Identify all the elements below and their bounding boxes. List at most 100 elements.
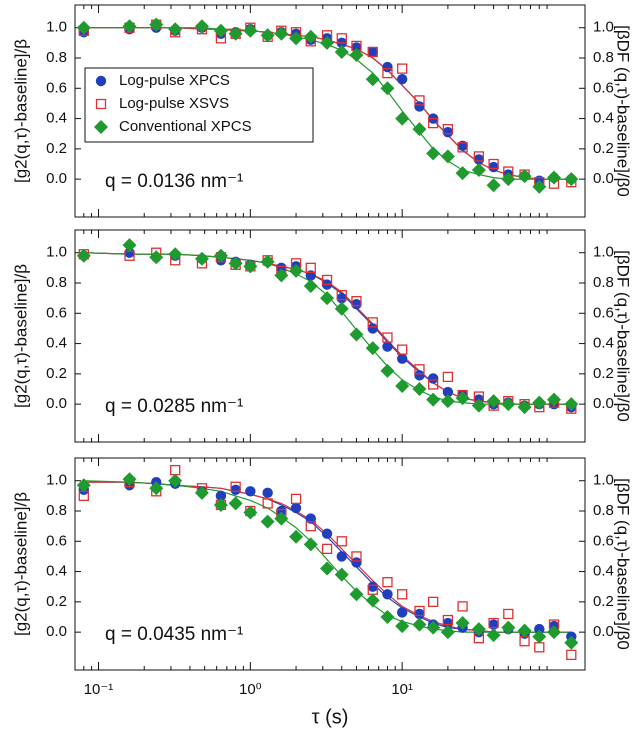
y2-axis-label: [βDF (q,τ)-baseline]/β0 (614, 250, 633, 422)
point (245, 486, 256, 497)
point (243, 505, 258, 520)
point (95, 75, 107, 87)
point (532, 395, 547, 410)
point (228, 26, 243, 41)
y-tick-label: 0.0 (46, 395, 67, 412)
point (414, 605, 425, 617)
point (243, 23, 258, 38)
point (262, 487, 273, 499)
point (471, 398, 486, 413)
point (262, 498, 273, 509)
y2-tick-label: 0.0 (593, 170, 614, 187)
annotation: q = 0.0435 nm⁻¹ (105, 624, 243, 645)
y2-tick-label: 0.8 (593, 49, 614, 66)
point (380, 610, 395, 624)
point (488, 161, 499, 173)
y-tick-label: 0.2 (46, 365, 67, 382)
point (382, 577, 393, 588)
y2-tick-label: 0.2 (593, 365, 614, 382)
x-tick-label: 10⁰ (239, 681, 262, 698)
point (414, 364, 425, 375)
point (397, 344, 408, 355)
point (320, 35, 335, 50)
point (442, 617, 454, 629)
point (547, 170, 562, 185)
point (168, 247, 183, 262)
point (194, 485, 209, 500)
point (414, 95, 425, 106)
point (276, 505, 287, 517)
y-tick-label: 1.0 (46, 19, 67, 36)
point (367, 46, 378, 58)
fit-line (83, 481, 572, 633)
point (334, 301, 349, 316)
point (382, 61, 393, 73)
point (564, 635, 579, 650)
point (473, 154, 485, 165)
plot-frame (74, 229, 586, 443)
point (336, 551, 347, 562)
y-tick-label: 0.0 (46, 170, 67, 187)
point (440, 625, 455, 640)
point (440, 394, 455, 409)
point (76, 20, 91, 35)
y2-tick-label: 0.6 (593, 532, 614, 549)
point (488, 617, 499, 629)
y-tick-label: 0.4 (46, 563, 67, 580)
point (426, 146, 441, 161)
point (473, 151, 485, 162)
point (517, 169, 532, 184)
x-tick-label: 10⁻¹ (84, 681, 114, 698)
point (274, 511, 289, 526)
point (290, 493, 302, 505)
y2-tick-label: 1.0 (593, 472, 614, 489)
point (380, 363, 395, 378)
point (564, 172, 579, 187)
y-tick-label: 1.0 (46, 244, 67, 261)
point (228, 256, 243, 271)
point (380, 81, 395, 96)
point (94, 120, 108, 134)
point (228, 496, 243, 511)
point (349, 327, 364, 342)
point (351, 299, 362, 310)
point (215, 490, 227, 502)
point (486, 628, 501, 643)
point (149, 17, 164, 32)
point (547, 625, 562, 640)
fit-line (83, 480, 572, 633)
point (122, 472, 137, 487)
point (213, 23, 228, 38)
point (396, 353, 408, 364)
point (336, 289, 347, 301)
point (412, 122, 427, 137)
point (471, 163, 486, 178)
point (170, 464, 181, 476)
point (412, 617, 427, 632)
point (517, 400, 532, 415)
point (289, 529, 304, 544)
point (194, 251, 209, 266)
point (336, 536, 347, 547)
y2-tick-label: 0.4 (593, 563, 614, 580)
y-axis-label: [g2(q,τ)-baseline]/β (11, 492, 30, 636)
point (320, 291, 335, 306)
point (395, 111, 410, 126)
point (442, 124, 454, 135)
point (532, 179, 547, 194)
point (76, 248, 91, 263)
point (336, 292, 347, 304)
point (455, 391, 470, 406)
point (414, 608, 425, 620)
point (397, 63, 408, 74)
point (534, 642, 545, 653)
point (321, 274, 333, 286)
point (501, 397, 516, 412)
point (457, 142, 468, 153)
point (336, 33, 347, 44)
point (260, 28, 275, 43)
point (367, 46, 378, 58)
y-tick-label: 0.2 (46, 593, 67, 610)
point (455, 166, 470, 181)
